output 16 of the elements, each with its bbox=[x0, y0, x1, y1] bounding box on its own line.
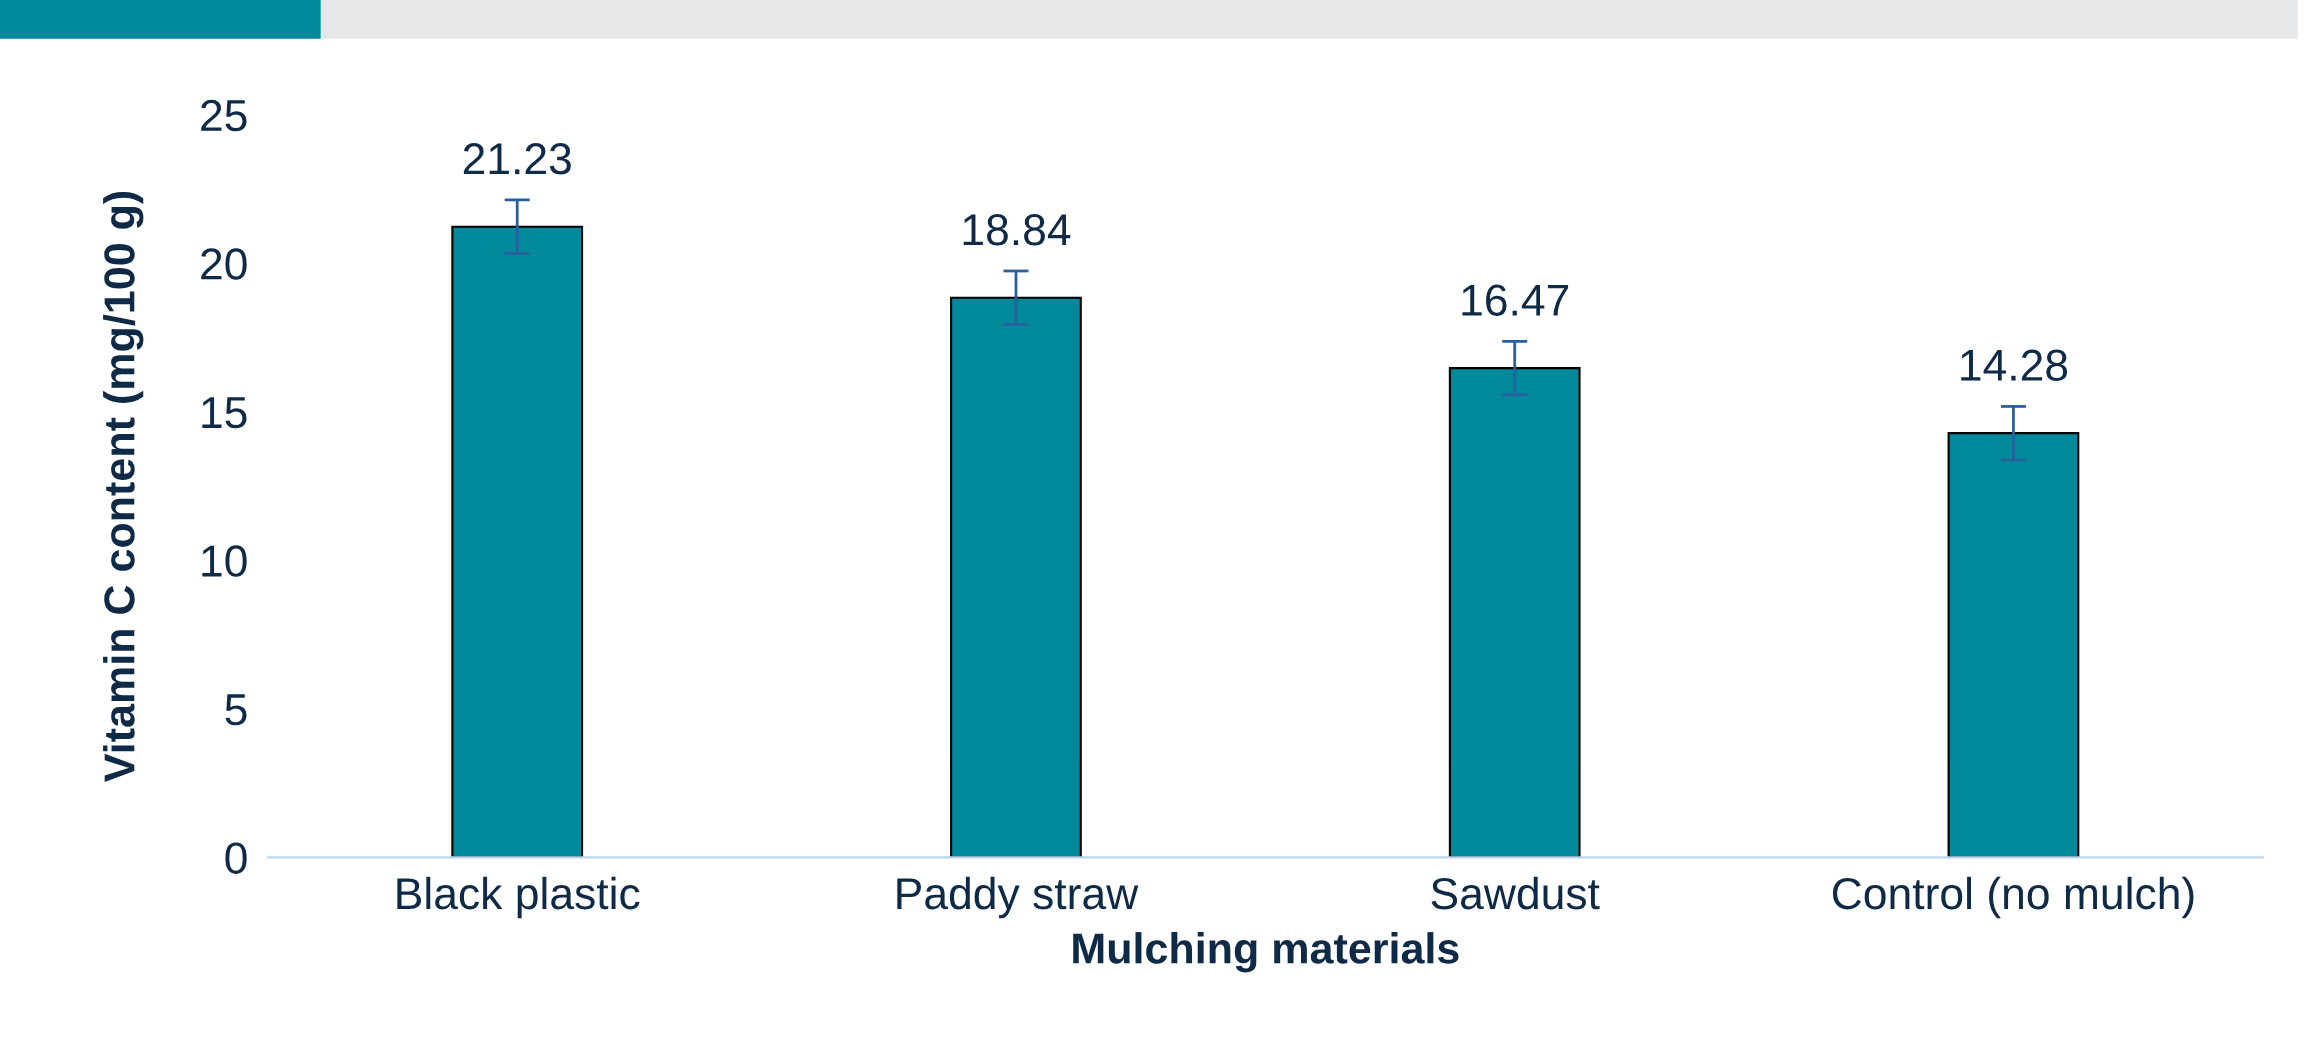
x-axis-title: Mulching materials bbox=[1073, 932, 1459, 973]
data-label: 21.23 bbox=[463, 143, 571, 175]
y-axis-title: Vitamin C content (mg/100 g) bbox=[103, 191, 144, 782]
data-label: 14.28 bbox=[1961, 349, 2068, 381]
y-tick-label: 20 bbox=[201, 248, 247, 280]
x-tick-label: Black plastic bbox=[397, 876, 640, 919]
data-label: 16.47 bbox=[1462, 284, 1569, 316]
data-label: 18.84 bbox=[963, 214, 1071, 246]
x-tick-label: Control (no mulch) bbox=[1832, 876, 2194, 919]
x-tick-label: Sawdust bbox=[1431, 876, 1600, 910]
y-tick-label: 0 bbox=[225, 842, 247, 874]
x-tick-label: Paddy straw bbox=[897, 876, 1139, 919]
y-tick-label: 15 bbox=[202, 397, 247, 429]
y-tick-label: 25 bbox=[201, 99, 247, 132]
y-tick-label: 10 bbox=[202, 545, 247, 577]
y-tick-label: 5 bbox=[225, 694, 247, 726]
